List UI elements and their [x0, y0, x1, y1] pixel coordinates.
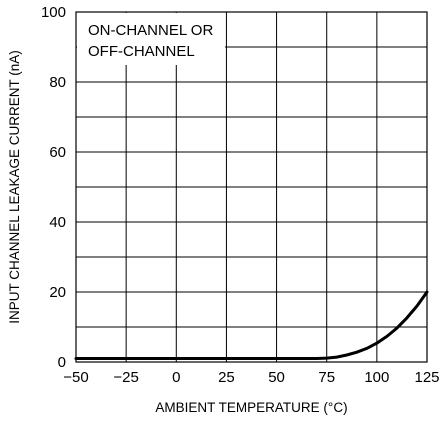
- y-tick-label: 60: [49, 144, 66, 161]
- annotation-line-1: ON-CHANNEL OR: [88, 22, 213, 39]
- y-tick-labels: 0 20 40 60 80 100: [41, 4, 66, 371]
- x-tick-label: 25: [218, 369, 235, 386]
- y-tick-label: 20: [49, 284, 66, 301]
- grid-lines: [76, 12, 427, 362]
- y-tick-label: 80: [49, 74, 66, 91]
- x-tick-label: −25: [113, 369, 138, 386]
- y-axis-title: INPUT CHANNEL LEAKAGE CURRENT (nA): [7, 50, 22, 324]
- y-tick-label: 100: [41, 4, 66, 21]
- x-tick-label: 100: [364, 369, 389, 386]
- annotation-box: ON-CHANNEL OR OFF-CHANNEL: [77, 13, 225, 65]
- x-tick-label: −50: [63, 369, 88, 386]
- x-tick-label: 50: [268, 369, 285, 386]
- x-axis-title: AMBIENT TEMPERATURE (°C): [155, 400, 347, 415]
- leakage-current-curve: [74, 290, 429, 360]
- x-tick-label: 0: [172, 369, 180, 386]
- y-tick-label: 40: [49, 214, 66, 231]
- x-tick-label: 125: [414, 369, 439, 386]
- plot-frame: [75, 11, 428, 363]
- annotation-line-2: OFF-CHANNEL: [88, 43, 195, 60]
- x-tick-labels: −50 −25 0 25 50 75 100 125: [63, 369, 439, 386]
- x-tick-label: 75: [318, 369, 335, 386]
- y-tick-label: 0: [58, 354, 66, 371]
